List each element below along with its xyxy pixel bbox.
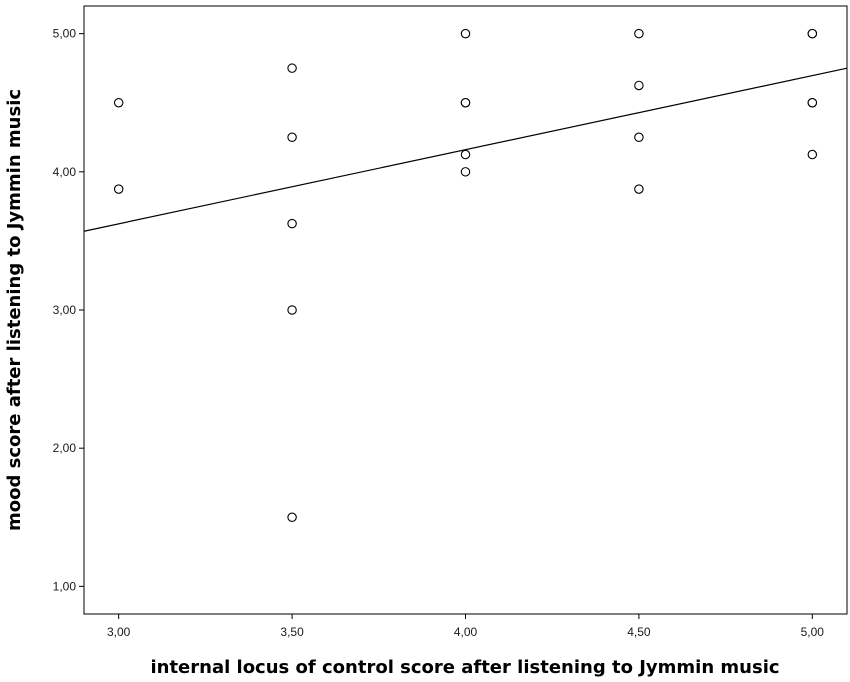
x-axis-label: internal locus of control score after li… — [150, 657, 779, 678]
x-tick-label: 5,00 — [801, 625, 825, 639]
data-point — [634, 28, 644, 39]
y-tick-label: 4,00 — [53, 165, 77, 179]
y-axis-label: mood score after listening to Jymmin mus… — [4, 89, 25, 531]
data-point — [634, 184, 644, 194]
plot-area — [83, 5, 848, 615]
data-point — [287, 63, 297, 73]
data-point — [113, 184, 124, 194]
x-axis-ticks: 3,00 3,50 4,00 4,50 5,00 — [107, 614, 824, 639]
x-tick-label: 3,00 — [107, 625, 131, 639]
data-point — [460, 167, 471, 177]
data-point — [460, 149, 471, 160]
y-tick-label: 1,00 — [53, 579, 77, 593]
data-point — [287, 512, 297, 523]
y-axis-ticks: 1,00 2,00 3,00 4,00 5,00 — [53, 27, 84, 593]
data-point — [634, 132, 644, 143]
data-point — [113, 97, 124, 108]
data-point — [634, 80, 644, 91]
y-tick-label: 2,00 — [53, 441, 77, 455]
x-tick-label: 4,50 — [627, 625, 651, 639]
data-point — [807, 97, 818, 108]
data-point — [807, 28, 818, 39]
x-tick-label: 4,00 — [454, 625, 478, 639]
data-point — [287, 132, 297, 143]
regression-line — [83, 67, 848, 232]
data-point — [460, 28, 471, 39]
data-points — [113, 28, 818, 523]
data-point — [460, 97, 471, 108]
x-tick-label: 3,50 — [280, 625, 304, 639]
y-tick-label: 3,00 — [53, 303, 77, 317]
data-point — [287, 305, 297, 315]
data-point — [807, 149, 818, 160]
data-point — [287, 218, 297, 229]
y-tick-label: 5,00 — [53, 27, 77, 41]
